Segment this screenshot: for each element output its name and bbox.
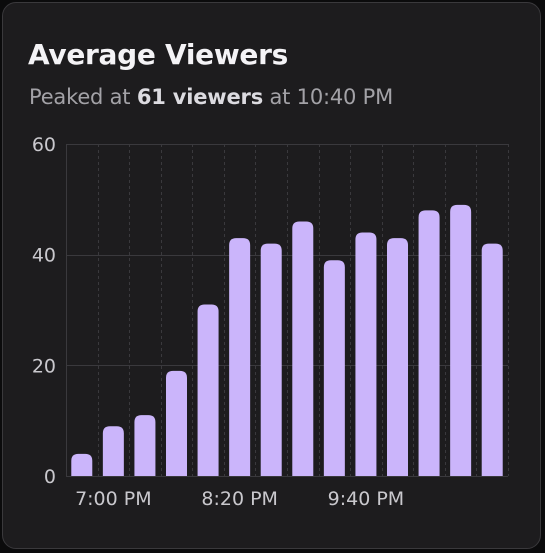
y-tick-label: 60 [32, 134, 56, 156]
y-tick-label: 40 [32, 245, 56, 267]
bar [387, 238, 408, 476]
y-tick-label: 20 [32, 355, 56, 377]
peak-viewers: 61 viewers [136, 85, 263, 109]
bar [102, 426, 124, 476]
bar [323, 260, 345, 476]
y-tick-label: 0 [44, 466, 56, 488]
subtitle-prefix: Peaked at [29, 85, 137, 109]
bar [229, 238, 251, 476]
chart-title: Average Viewers [28, 38, 288, 71]
bar [292, 221, 314, 476]
subtitle-suffix: at 10:40 PM [263, 85, 394, 109]
bar [197, 304, 219, 476]
x-tick-label: 9:40 PM [328, 488, 405, 510]
x-tick-label: 7:00 PM [75, 488, 152, 510]
bar [166, 370, 187, 476]
bar [260, 243, 282, 476]
bar [450, 204, 472, 476]
bar [355, 232, 377, 476]
bar [71, 453, 93, 476]
bar [134, 415, 156, 476]
bar [418, 210, 440, 476]
bar [481, 243, 503, 476]
chart-subtitle: Peaked at 61 viewers at 10:40 PM [29, 87, 393, 108]
x-tick-label: 8:20 PM [201, 488, 278, 510]
